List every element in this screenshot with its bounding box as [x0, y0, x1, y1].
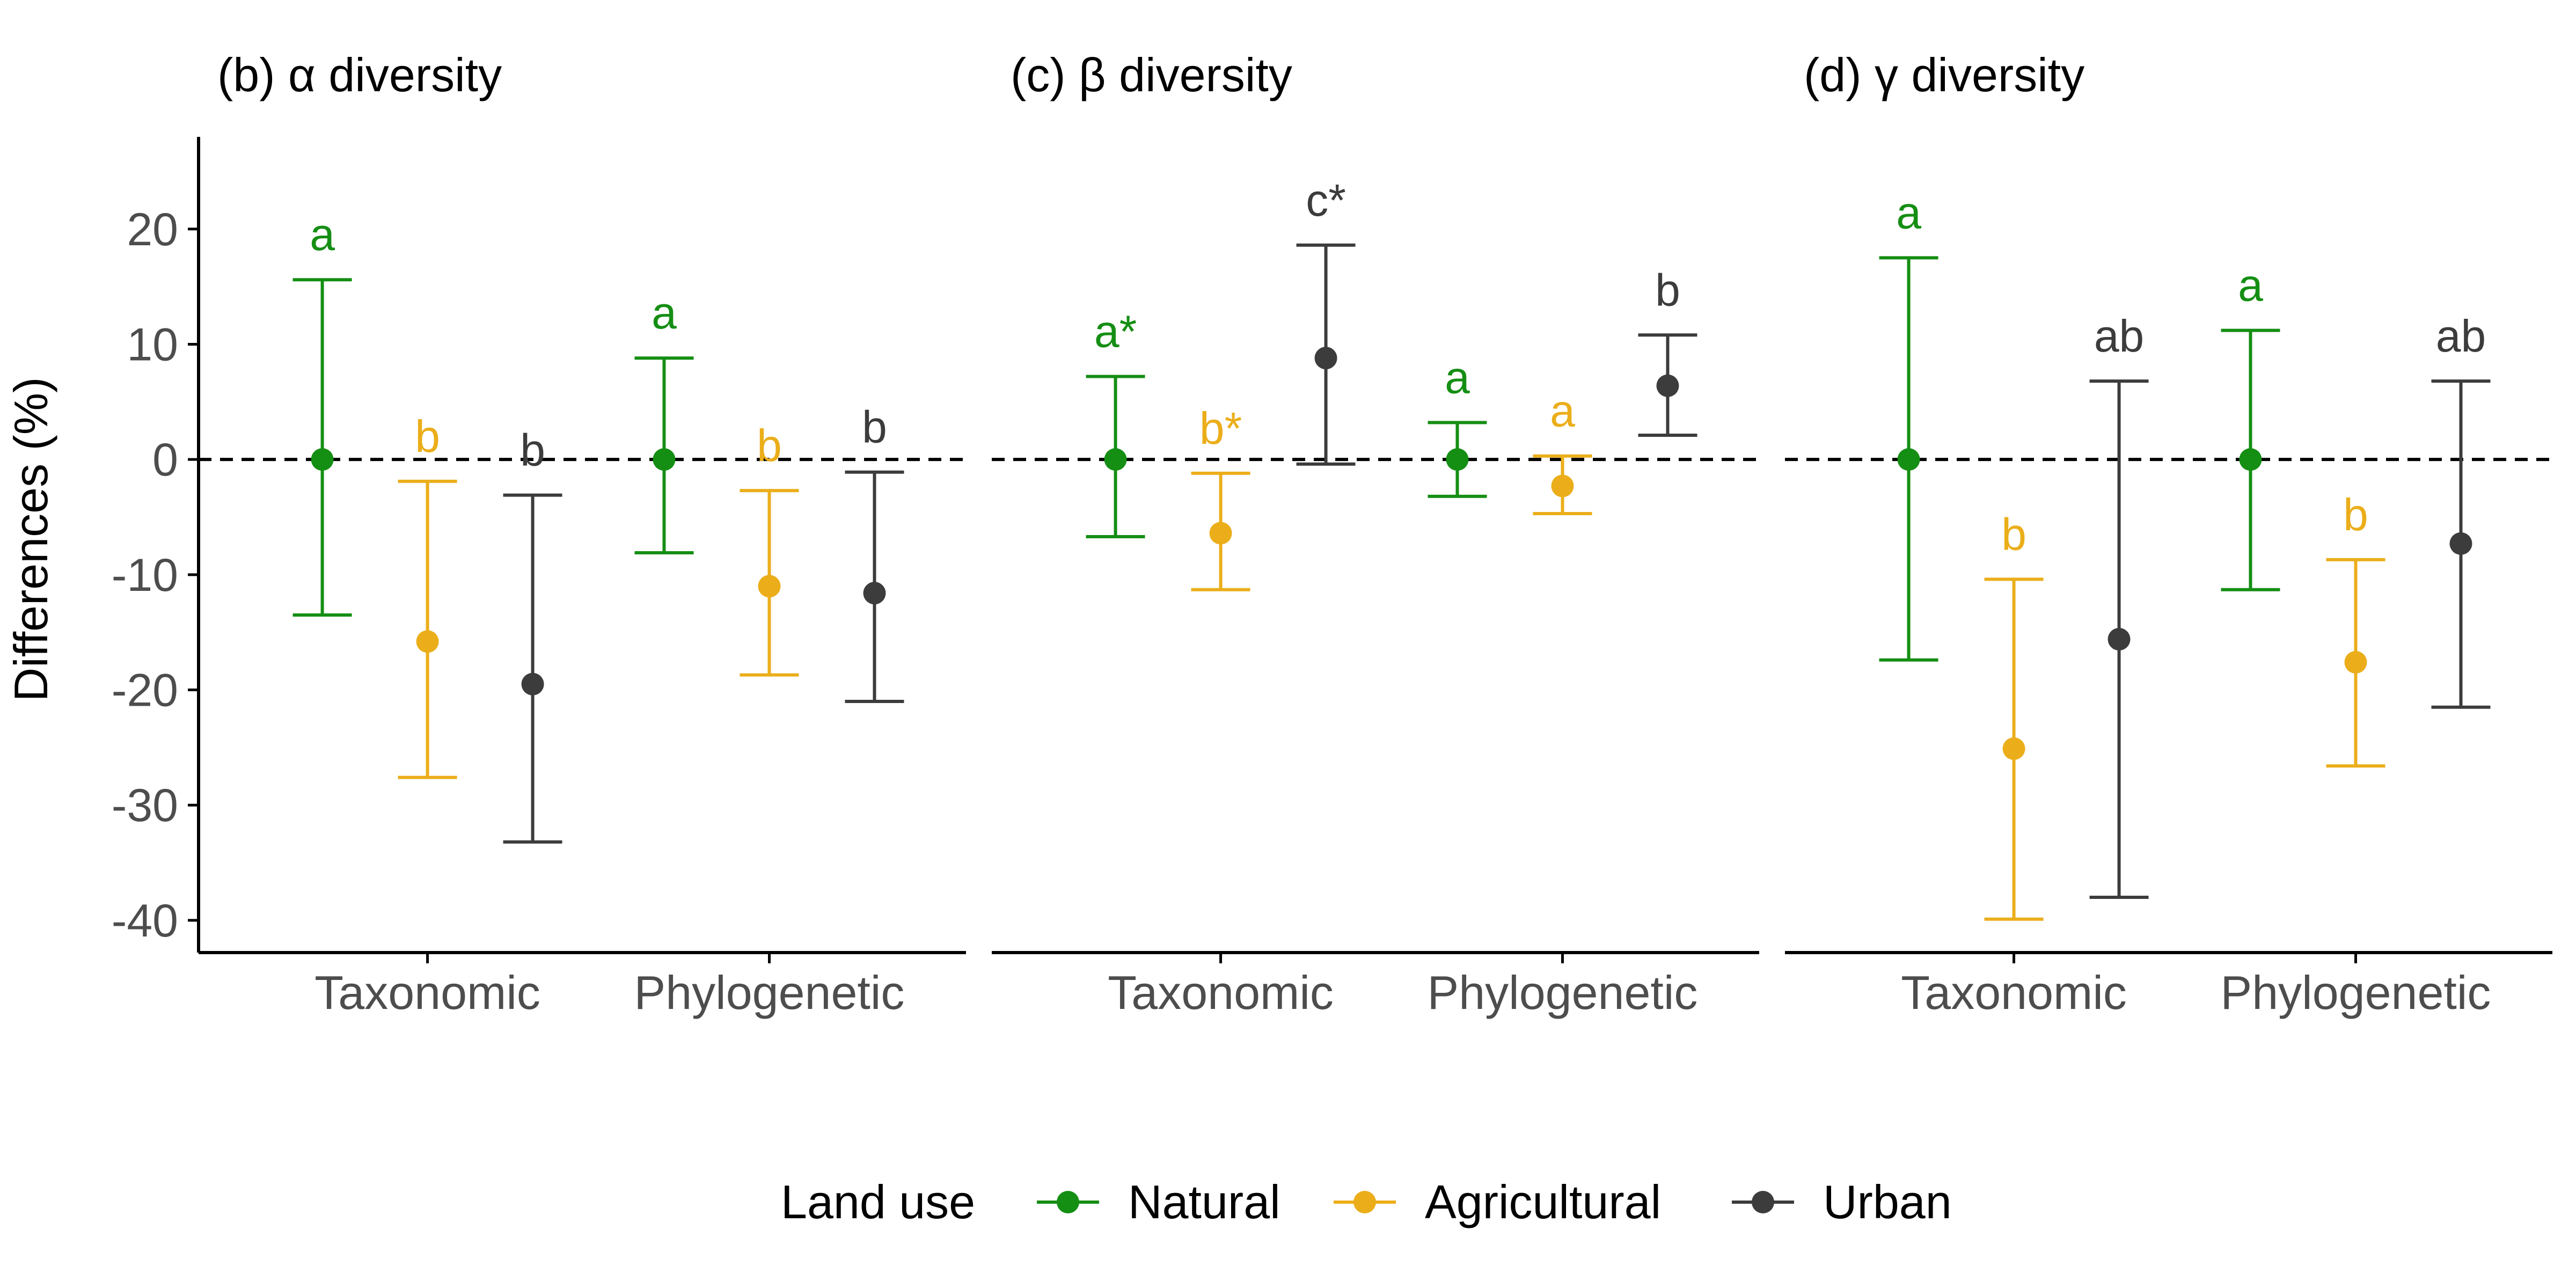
significance-label: b	[415, 411, 440, 462]
legend-entries: Natural Agricultural Urban	[1037, 1175, 1952, 1228]
panel-title: (c) β diversity	[1011, 48, 1292, 101]
significance-label: a	[652, 288, 677, 338]
significance-label: b*	[1199, 403, 1242, 453]
agricultural-mean-point	[1551, 474, 1574, 497]
significance-label: b	[862, 402, 887, 452]
agricultural-mean-point	[416, 630, 439, 653]
significance-label: a	[1445, 352, 1470, 402]
y-tick-label: -40	[112, 895, 178, 947]
legend-key-point-urban	[1752, 1191, 1774, 1213]
natural-mean-point	[311, 448, 334, 471]
legend-label-agricultural: Agricultural	[1425, 1175, 1661, 1228]
natural-mean-point	[653, 448, 676, 471]
legend-key-point-natural	[1057, 1191, 1079, 1213]
x-tick-label: Phylogenetic	[2221, 966, 2491, 1019]
x-tick-label: Phylogenetic	[634, 966, 905, 1019]
natural-mean-point	[1897, 448, 1920, 471]
y-axis-title: Differences (%)	[4, 377, 57, 702]
panel-1: (b) α diversity 20 10 0 -10 -20 -30 -40 Taxonomi…	[112, 48, 966, 1019]
legend-label-natural: Natural	[1128, 1175, 1280, 1228]
x-tick-label: Taxonomic	[1108, 966, 1334, 1019]
x-tick-label: Phylogenetic	[1428, 966, 1698, 1019]
significance-label: b	[520, 425, 545, 475]
panels: (b) α diversity 20 10 0 -10 -20 -30 -40 Taxonomi…	[112, 48, 2552, 1019]
significance-label: a	[1550, 386, 1575, 436]
significance-label: ab	[2094, 311, 2144, 361]
legend: Land use Natural Agricultural Urban	[781, 1175, 1952, 1228]
x-tick-label: Taxonomic	[1901, 966, 2127, 1019]
legend-title: Land use	[781, 1175, 975, 1228]
panel-3: (d) γ diversityTaxonomicababPhylogenetic…	[1785, 48, 2552, 1019]
agricultural-mean-point	[2344, 650, 2367, 674]
panel-title: (d) γ diversity	[1804, 48, 2084, 101]
y-tick-label: 0	[152, 434, 178, 486]
panel-title: (b) α diversity	[217, 48, 502, 101]
urban-mean-point	[521, 672, 544, 696]
significance-label: b	[2343, 489, 2368, 540]
significance-label: c*	[1306, 175, 1346, 225]
y-tick-label: 20	[127, 204, 178, 255]
panel-2: (c) β diversity Taxonomic a* b* c* Phylogenet…	[992, 48, 1759, 1019]
agricultural-mean-point	[758, 575, 781, 598]
significance-label: b	[757, 420, 782, 471]
y-tick-label: -30	[112, 780, 178, 831]
urban-mean-point	[863, 582, 886, 605]
legend-label-urban: Urban	[1823, 1175, 1952, 1228]
urban-mean-point	[1314, 347, 1337, 370]
significance-label: b	[1655, 265, 1680, 315]
urban-mean-point	[2107, 628, 2131, 651]
significance-label: b	[2001, 509, 2026, 559]
significance-label: a*	[1094, 306, 1137, 357]
significance-label: a	[2238, 260, 2263, 311]
urban-mean-point	[1656, 374, 1679, 397]
natural-mean-point	[1446, 448, 1469, 471]
y-tick-label: -10	[112, 550, 178, 601]
y-tick-label: -20	[112, 665, 178, 716]
agricultural-mean-point	[1209, 522, 1232, 545]
significance-label: ab	[2436, 311, 2486, 361]
agricultural-mean-point	[2002, 737, 2025, 760]
significance-label: a	[310, 209, 335, 260]
y-tick-label: 10	[127, 319, 178, 370]
natural-mean-point	[1104, 448, 1127, 471]
legend-key-point-agricultural	[1353, 1191, 1376, 1213]
natural-mean-point	[2239, 448, 2262, 471]
x-tick-label: Taxonomic	[314, 966, 540, 1019]
significance-label: a	[1896, 187, 1921, 238]
urban-mean-point	[2449, 532, 2472, 555]
